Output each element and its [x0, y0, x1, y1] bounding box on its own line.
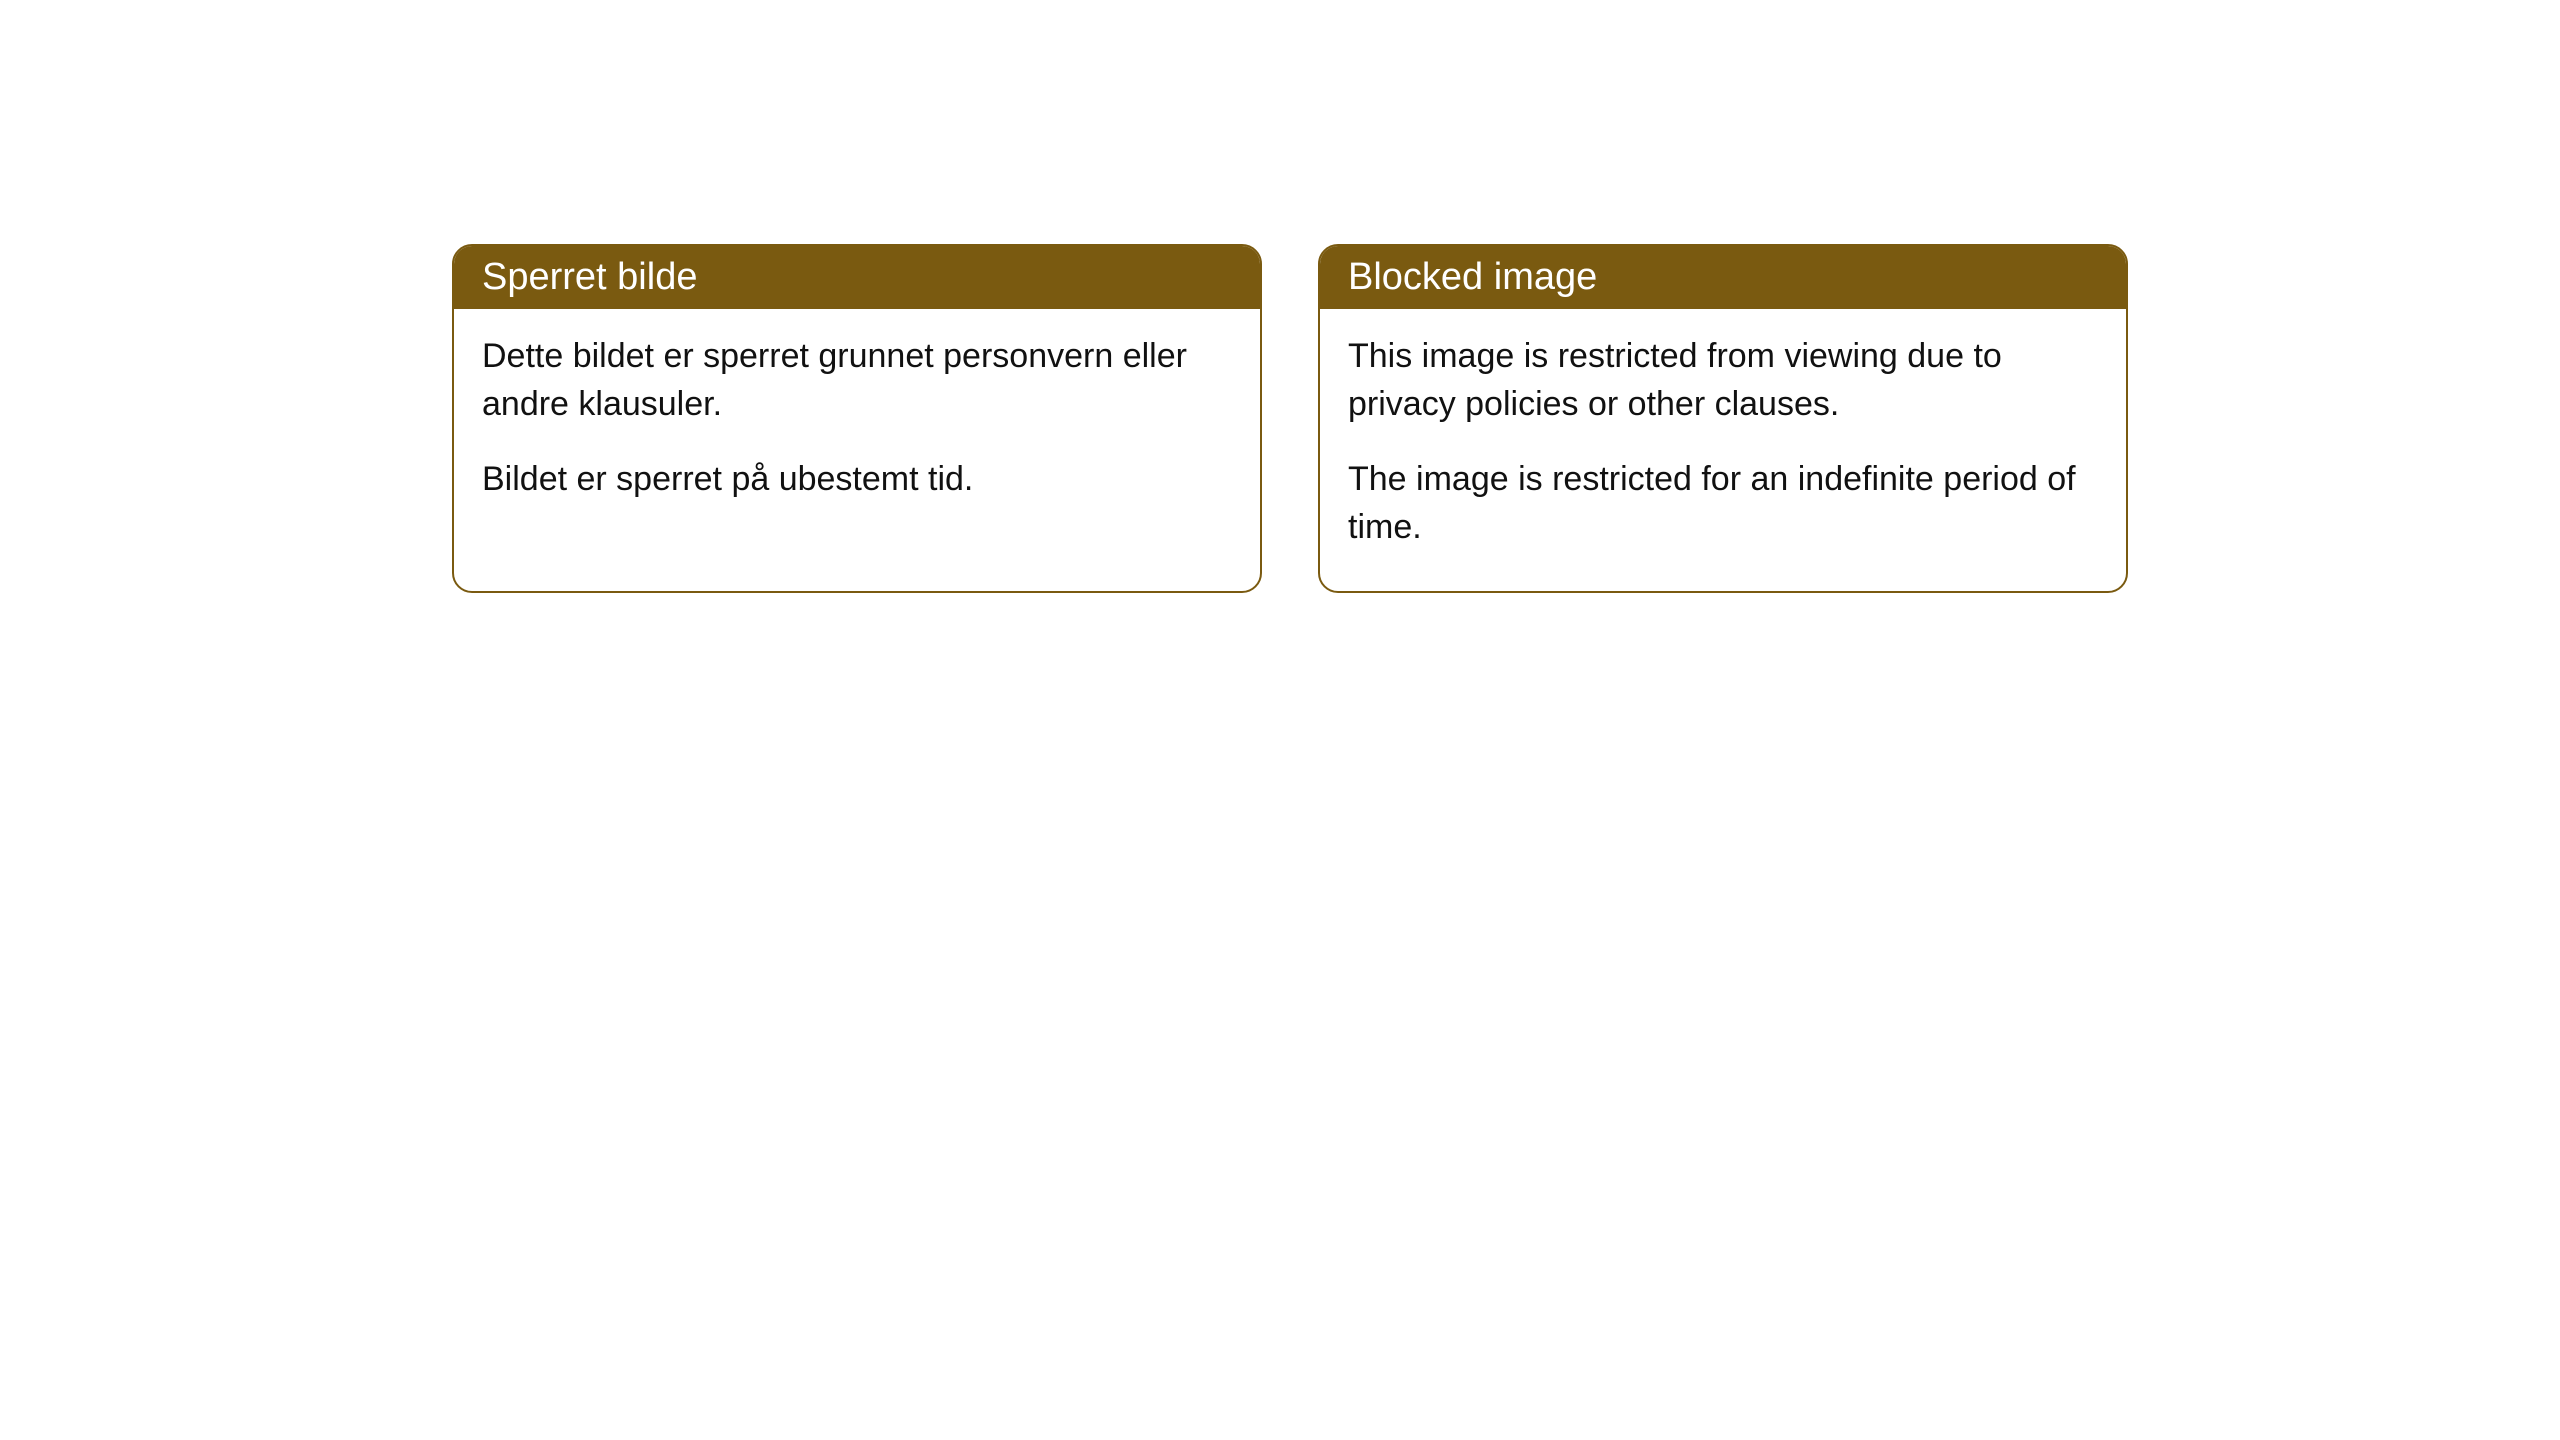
card-header: Sperret bilde	[454, 246, 1260, 309]
card-paragraph: This image is restricted from viewing du…	[1348, 333, 2098, 428]
notice-card-norwegian: Sperret bilde Dette bildet er sperret gr…	[452, 244, 1262, 593]
notice-card-english: Blocked image This image is restricted f…	[1318, 244, 2128, 593]
card-body: This image is restricted from viewing du…	[1320, 309, 2126, 591]
card-header: Blocked image	[1320, 246, 2126, 309]
card-title: Sperret bilde	[482, 256, 697, 298]
card-title: Blocked image	[1348, 256, 1597, 298]
card-paragraph: The image is restricted for an indefinit…	[1348, 456, 2098, 551]
card-paragraph: Dette bildet er sperret grunnet personve…	[482, 333, 1232, 428]
notice-cards-container: Sperret bilde Dette bildet er sperret gr…	[452, 244, 2128, 593]
card-paragraph: Bildet er sperret på ubestemt tid.	[482, 456, 1232, 504]
card-body: Dette bildet er sperret grunnet personve…	[454, 309, 1260, 544]
